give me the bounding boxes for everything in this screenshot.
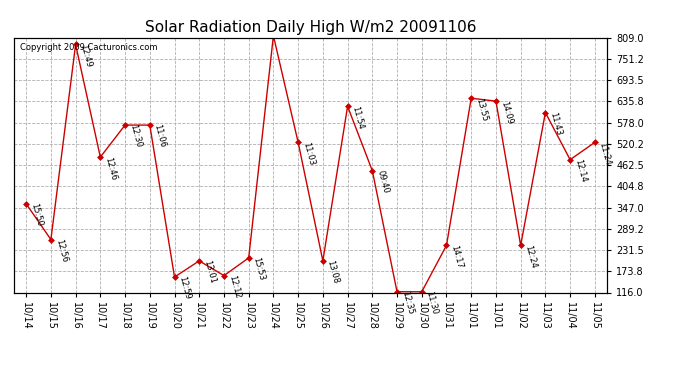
Text: 12:56: 12:56 [54,238,68,264]
Text: 09:40: 09:40 [375,170,390,195]
Text: 12:12: 12:12 [227,274,242,300]
Text: 12:26: 12:26 [0,374,1,375]
Text: 12:49: 12:49 [79,43,93,68]
Text: 11:54: 11:54 [351,105,365,130]
Text: 12:46: 12:46 [103,156,118,181]
Text: 13:01: 13:01 [202,260,217,285]
Text: Copyright 2009 Cacturonics.com: Copyright 2009 Cacturonics.com [20,43,157,52]
Text: 11:03: 11:03 [301,141,316,166]
Text: 14:17: 14:17 [449,244,464,269]
Text: 15:53: 15:53 [251,256,266,282]
Text: 12:24: 12:24 [524,244,538,269]
Text: 12:35: 12:35 [400,290,415,316]
Title: Solar Radiation Daily High W/m2 20091106: Solar Radiation Daily High W/m2 20091106 [145,20,476,35]
Text: 12:59: 12:59 [177,276,192,301]
Text: 11:06: 11:06 [152,124,168,149]
Text: 14:09: 14:09 [499,100,513,125]
Text: 13:08: 13:08 [326,260,341,285]
Text: 11:24: 11:24 [598,141,613,166]
Text: 11:43: 11:43 [548,111,563,136]
Text: 13:55: 13:55 [474,97,489,122]
Text: 12:30: 12:30 [128,124,143,149]
Text: 12:14: 12:14 [573,158,588,183]
Text: 11:30: 11:30 [424,290,440,316]
Text: 15:50: 15:50 [29,202,43,228]
